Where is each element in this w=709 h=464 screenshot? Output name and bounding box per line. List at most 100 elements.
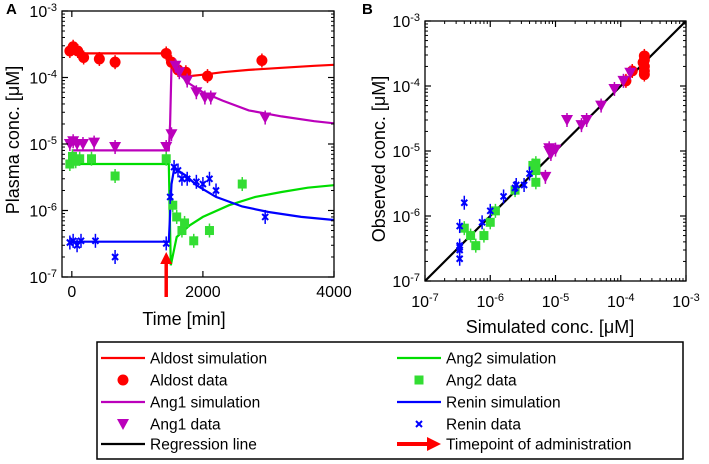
panel-b-ang1-data-point xyxy=(539,171,552,183)
legend-box xyxy=(96,341,684,460)
administration-arrow-head xyxy=(160,252,173,264)
panel-b-ang2-data-point xyxy=(490,206,500,216)
panel-a-renin-data-point xyxy=(205,175,214,183)
panel-a-label: A xyxy=(6,1,17,18)
panel-b-y-axis-label: Observed conc. [μM] xyxy=(369,76,389,242)
panel-b-x-tick-label: 10-6 xyxy=(476,292,504,311)
legend-renin-data-swatch xyxy=(415,420,423,428)
panel-b-ang2-data-point xyxy=(459,223,469,233)
panel-a-ang1-data-point xyxy=(204,92,217,104)
panel-b-renin-data-point xyxy=(460,199,468,207)
panel-a-plot: 10-7 10-6 10-5 10-4 10-3 0 2000 4000 xyxy=(29,2,351,301)
legend-ang2-simulation-label: Ang2 simulation xyxy=(446,351,556,368)
panel-a-y-tick-label: 10-5 xyxy=(29,135,57,154)
panel-a-renin-data-point xyxy=(77,237,85,245)
panel-a-aldost-data-point xyxy=(78,51,90,63)
panel-a-ang1-data-point xyxy=(76,139,89,150)
panel-a-ang2-data-point xyxy=(65,159,75,169)
panel-b-aldost-data-point xyxy=(637,56,649,68)
legend-aldost-data-swatch xyxy=(117,374,129,386)
panel-a-ang1-data-point xyxy=(259,112,272,124)
panel-a-ang2-data-point xyxy=(110,171,120,181)
panel-a-x-tick-label: 0 xyxy=(67,284,76,301)
panel-a-y-axis-label: Plasma conc. [μM] xyxy=(3,66,23,214)
panel-b-renin-data-point xyxy=(478,218,486,227)
panel-b-ang2-data-point xyxy=(531,166,541,176)
panel-a-ang1-data-point xyxy=(109,142,122,154)
panel-a-ang2-data-point xyxy=(86,154,96,164)
legend-items: Aldost simulation Aldost data Ang1 simulat… xyxy=(101,351,632,454)
legend-ang2-data-label: Ang2 data xyxy=(446,373,517,390)
panel-a-ang2-data-point xyxy=(177,226,187,236)
panel-b-x-tick-label: 10-5 xyxy=(542,292,570,311)
panel-a-plot-area xyxy=(62,11,334,277)
panel-b-ang1-data-point xyxy=(580,114,593,126)
legend-regression-line-label: Regression line xyxy=(150,437,257,454)
panel-a-x-tick-label: 2000 xyxy=(185,284,221,301)
panel-b-ang1-data-point xyxy=(608,83,621,95)
legend-aldost-data-label: Aldost data xyxy=(150,373,228,390)
panel-a-y-tick-label: 10-6 xyxy=(29,202,57,221)
panel-a-ang1-data-point xyxy=(165,129,178,141)
panel-b-ang1-data-point xyxy=(624,67,637,79)
panel-a-renin-data-point xyxy=(212,186,220,195)
panel-a-renin-data-point xyxy=(166,193,174,201)
legend-timepoint-of-administration-label: Timepoint of administration xyxy=(446,437,632,454)
panel-b-x-tick-label: 10-4 xyxy=(607,292,635,311)
panel-b-y-tick-label: 10-6 xyxy=(392,207,420,226)
panel-a-renin-data-point xyxy=(162,239,170,248)
panel-b-x-tick-label: 10-7 xyxy=(411,292,439,311)
panel-b-renin-data-point xyxy=(455,246,464,254)
panel-b-ang2-data-point xyxy=(531,177,541,187)
panel-a-ang2-data-point xyxy=(172,212,182,222)
legend-ang2-data-swatch xyxy=(414,375,424,385)
panel-a-ang2-data-point xyxy=(67,151,77,161)
panel-b-renin-data-point xyxy=(525,169,534,178)
panel-a-aldost-data-point xyxy=(256,55,268,67)
legend-ang1-simulation-label: Ang1 simulation xyxy=(150,395,260,412)
panel-a-renin-data-point xyxy=(261,213,269,221)
panel-b-ang1-data-point xyxy=(549,144,562,156)
legend-aldost-simulation-label: Aldost simulation xyxy=(150,351,267,368)
panel-b: B 10-710-610-510-410-310-7 10-6 10-5 10-4 10… xyxy=(362,1,700,337)
panel-a-ang2-data-point xyxy=(180,218,190,228)
legend-renin-data-label: Renin data xyxy=(446,417,521,434)
panel-b-ang1-data-point xyxy=(595,100,608,112)
panel-a-ang2-data-point xyxy=(168,200,178,210)
panel-a-renin-data-point xyxy=(199,180,207,188)
panel-a: A 10-7 10-6 10-5 10-4 10-3 0 2000 4000 Time [mi… xyxy=(3,1,352,329)
panel-a-ang2-data-point xyxy=(75,154,85,164)
panel-b-y-tick-label: 10-4 xyxy=(392,77,420,96)
panel-a-ang1-data-point xyxy=(181,75,194,87)
panel-b-y-tick-label: 10-3 xyxy=(392,12,420,31)
panel-a-x-axis-label: Time [min] xyxy=(142,309,225,329)
panel-b-aldost-data-point xyxy=(638,69,650,81)
panel-a-x-tick-label: 4000 xyxy=(316,284,352,301)
panel-a-renin-data-point xyxy=(91,237,100,245)
panel-a-marks xyxy=(63,39,334,266)
panel-b-renin-data-point xyxy=(486,207,494,215)
panel-b-renin-data-point xyxy=(455,222,464,230)
panel-b-renin-data-point xyxy=(512,181,520,189)
panel-a-renin-data-point xyxy=(111,253,119,261)
panel-b-ang2-data-point xyxy=(471,241,481,251)
legend: Aldost simulation Aldost data Ang1 simulat… xyxy=(96,341,684,460)
panel-a-ang2-data-point xyxy=(237,179,247,189)
legend-ang1-data-label: Ang1 data xyxy=(150,417,221,434)
panel-b-x-tick-label: 10-3 xyxy=(672,292,700,311)
panel-b-label: B xyxy=(362,1,373,18)
panel-a-ang2-data-point xyxy=(204,226,214,236)
panel-a-y-tick-label: 10-7 xyxy=(29,268,57,287)
panel-a-ang1-data-point xyxy=(160,142,173,154)
panel-b-x-axis-label: Simulated conc. [μM] xyxy=(466,317,634,337)
panel-b-ang2-data-point xyxy=(466,231,476,241)
legend-renin-simulation-label: Renin simulation xyxy=(446,395,561,412)
panel-a-renin-data-point xyxy=(192,178,201,186)
panel-a-renin-data-point xyxy=(174,166,182,175)
panel-b-renin-data-point xyxy=(520,181,528,189)
panel-a-ang1-data-point xyxy=(173,67,186,79)
panel-a-ang1-data-point xyxy=(169,60,182,72)
legend-ang1-data-swatch xyxy=(117,419,129,430)
panel-b-ang2-data-point xyxy=(479,231,489,241)
